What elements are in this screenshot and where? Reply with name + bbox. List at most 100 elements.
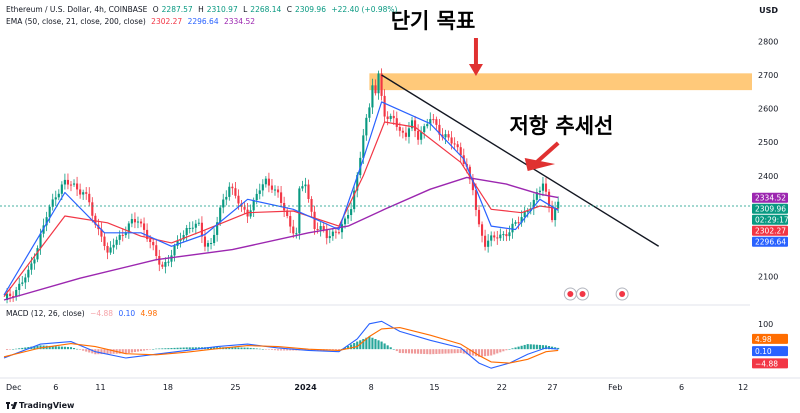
candle-body: [30, 263, 33, 270]
candle-body: [24, 277, 27, 283]
macd-bar: [158, 348, 161, 350]
candle-body: [505, 234, 508, 237]
price-axis-badge-label: 2302.27: [755, 227, 786, 236]
candle-body: [514, 222, 517, 224]
macd-bar: [511, 348, 514, 350]
macd-bar: [267, 349, 270, 350]
macd-bar: [347, 346, 350, 350]
macd-bar: [447, 349, 450, 354]
macd-bar: [493, 349, 496, 355]
macd-bar: [261, 349, 264, 350]
macd-bar: [155, 348, 158, 350]
macd-bar: [130, 349, 133, 353]
macd-bar: [51, 346, 54, 350]
candle-body: [365, 117, 368, 136]
time-tick-label: Feb: [608, 383, 622, 392]
tradingview-logo: TradingView: [6, 401, 74, 410]
macd-bar: [63, 346, 66, 350]
candle-body: [76, 183, 79, 190]
candle-body: [368, 107, 371, 118]
ema200-line: [3, 176, 559, 301]
macd-bar: [432, 349, 435, 355]
candle-body: [438, 124, 441, 135]
macd-bar: [231, 347, 234, 350]
candle-body: [286, 210, 289, 217]
macd-bar: [490, 349, 493, 356]
macd-bar: [234, 347, 237, 350]
macd-bar: [307, 349, 310, 351]
candle-body: [185, 228, 188, 236]
candle-body: [82, 192, 85, 195]
macd-label: MACD (12, 26, close): [6, 309, 85, 318]
macd-bar: [484, 349, 487, 357]
candle-body: [142, 223, 146, 230]
macd-bar: [213, 347, 216, 350]
candle-body: [407, 128, 411, 137]
time-tick-label: 22: [497, 383, 507, 392]
candle-body: [170, 255, 173, 262]
candle-body: [179, 239, 182, 241]
candle-body: [453, 143, 456, 145]
candle-body: [480, 224, 484, 236]
price-tick-label: 2400: [758, 172, 778, 181]
macd-hist-value: −4.88: [90, 309, 114, 318]
candle-body: [413, 120, 417, 131]
macd-bar: [429, 349, 432, 355]
candle-body: [502, 234, 505, 236]
macd-bar: [468, 349, 471, 355]
candle-body: [91, 202, 94, 216]
macd-bar: [103, 349, 106, 355]
macd-bar: [228, 347, 231, 350]
candle-body: [541, 183, 545, 191]
macd-bar: [88, 349, 91, 353]
candle-body: [374, 85, 377, 94]
candle-body: [307, 184, 310, 200]
candle-body: [261, 184, 264, 191]
tradingview-icon: [6, 402, 18, 409]
macd-bar: [413, 349, 417, 354]
candle-body: [45, 217, 48, 226]
time-tick-label: 15: [429, 383, 439, 392]
candle-body: [316, 228, 319, 230]
macd-bar: [197, 347, 200, 350]
price-axis-badge: [752, 203, 788, 214]
candle-body: [432, 119, 435, 121]
candle-body: [152, 241, 155, 246]
candle-body: [544, 183, 548, 192]
macd-bar: [517, 346, 520, 350]
macd-bar: [127, 349, 130, 354]
candle-body: [72, 183, 76, 185]
candle-body: [182, 235, 185, 240]
candle-body: [240, 203, 243, 207]
resistance-trendline: [381, 74, 660, 247]
candle-body: [115, 239, 118, 245]
macd-bar: [39, 345, 42, 350]
macd-bar: [112, 349, 115, 354]
price-axis-badge-label: 2296.64: [755, 238, 786, 247]
candle-body: [456, 144, 459, 148]
event-flag-icon-dot: [567, 291, 574, 297]
currency-label[interactable]: USD: [759, 6, 778, 15]
candle-body: [322, 226, 325, 230]
candle-body: [523, 211, 526, 218]
macd-bar: [179, 347, 182, 350]
macd-line: [3, 320, 559, 369]
candle-body: [197, 222, 200, 224]
macd-bar: [191, 347, 194, 350]
macd-bar: [343, 347, 347, 350]
macd-bar: [170, 348, 173, 350]
close-label: C: [286, 5, 292, 14]
candle-body: [54, 197, 57, 200]
macd-bar: [15, 348, 18, 350]
macd-bar: [161, 348, 164, 350]
resistance-annotation: 저항 추세선: [509, 114, 613, 138]
candle-body: [289, 216, 292, 227]
macd-bar: [538, 344, 541, 350]
candle-body: [401, 130, 404, 133]
macd-bar: [173, 347, 176, 350]
candle-body: [60, 184, 63, 194]
macd-bar: [383, 343, 386, 350]
macd-bar: [167, 348, 170, 350]
candle-body: [444, 134, 447, 138]
